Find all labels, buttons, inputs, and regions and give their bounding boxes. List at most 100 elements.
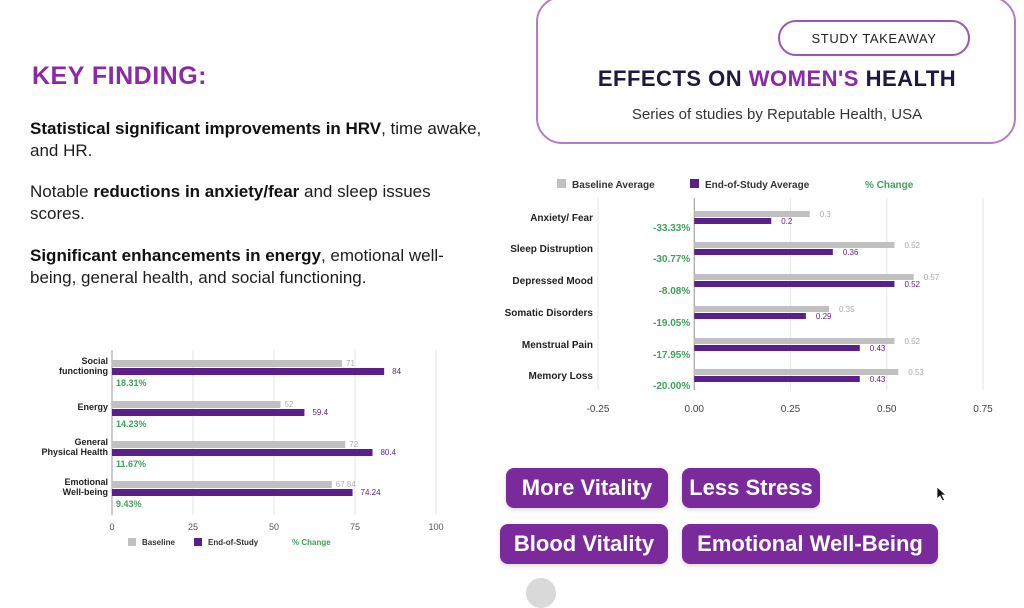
- legend-label-change: % Change: [865, 180, 914, 191]
- card-title-a: EFFECTS ON: [597, 66, 749, 91]
- legend-label-end-of-study-average: End-of-Study Average: [705, 180, 810, 191]
- bar-baseline: [112, 481, 332, 488]
- data-label-change: -17.95%: [653, 350, 690, 361]
- data-label-baseline: 72: [349, 440, 358, 449]
- study-takeaway-card: [536, 0, 1016, 144]
- finding-hrv: Statistical significant improvements in …: [30, 118, 490, 162]
- data-label-baseline: 0.57: [924, 273, 940, 282]
- finding-hrv-bold: Statistical significant improvements in …: [30, 119, 382, 138]
- y-tick-label: Somatic Disorders: [505, 308, 594, 319]
- bar-end-of-study-average: [694, 345, 860, 351]
- y-tick-label: Physical Health: [41, 447, 108, 457]
- y-tick-label: General: [74, 437, 108, 447]
- data-label-end-of-study: 0.36: [843, 248, 859, 257]
- data-label-change: -8.08%: [659, 286, 691, 297]
- x-tick-label: 75: [350, 522, 360, 532]
- legend-swatch-baseline: [128, 538, 136, 546]
- symptom-scores-chart: -0.25 0.00 0.25 0.50 0.75 0.3 0.2 -33.33% Anxiet…: [505, 179, 993, 415]
- x-tick-label: 50: [269, 522, 279, 532]
- data-label-end-of-study: 0.29: [816, 312, 832, 321]
- finding-anxiety-bold: reductions in anxiety/fear: [93, 182, 300, 201]
- x-tick-label: 0.25: [781, 404, 801, 415]
- bar-baseline-average: [694, 242, 895, 248]
- card-title-highlight: WOMEN'S: [748, 66, 859, 91]
- bar-end-of-study: [112, 449, 373, 456]
- data-label-change: -19.05%: [653, 318, 690, 329]
- data-label-end-of-study: 0.43: [870, 344, 886, 353]
- x-tick-label: 100: [428, 522, 443, 532]
- bar-end-of-study: [112, 409, 305, 416]
- blood-vitality-button[interactable]: Blood Vitality: [500, 524, 668, 564]
- data-label-baseline: 0.52: [904, 337, 920, 346]
- emotional-well-being-button[interactable]: Emotional Well-Being: [682, 524, 938, 564]
- data-label-baseline: 0.53: [908, 368, 924, 377]
- finding-energy: Significant enhancements in energy, emot…: [30, 245, 490, 289]
- y-tick-label: Sleep Distruption: [510, 244, 593, 255]
- data-label-baseline: 0.35: [839, 305, 855, 314]
- y-tick-label: Well-being: [63, 487, 108, 497]
- bar-baseline: [112, 401, 281, 408]
- scroll-indicator: [526, 578, 556, 608]
- y-tick-label: functioning: [59, 366, 108, 376]
- bar-end-of-study-average: [694, 281, 895, 287]
- legend-swatch-end-of-study-average: [690, 179, 699, 188]
- bar-baseline-average: [694, 338, 895, 344]
- bar-baseline-average: [694, 211, 810, 217]
- data-label-end-of-study: 0.52: [904, 280, 920, 289]
- finding-energy-bold: Significant enhancements in energy: [30, 246, 321, 265]
- y-tick-label: Emotional: [64, 477, 108, 487]
- bar-end-of-study-average: [694, 249, 833, 255]
- data-label-baseline: 0.52: [904, 241, 920, 250]
- data-label-end-of-study: 74.24: [361, 488, 382, 497]
- bar-baseline-average: [694, 369, 899, 375]
- data-label-change: 11.67%: [116, 459, 146, 469]
- x-tick-label: 0.50: [877, 404, 897, 415]
- x-tick-label: -0.25: [587, 404, 610, 415]
- finding-hrv-rest: , time awake, and HR.: [30, 119, 482, 160]
- data-label-change: -30.77%: [653, 254, 690, 265]
- y-tick-label: Social: [81, 356, 108, 366]
- bar-end-of-study-average: [694, 376, 860, 382]
- legend-label-end-of-study: End-of-Study: [208, 538, 259, 547]
- y-tick-label: Anxiety/ Fear: [530, 213, 593, 224]
- bar-end-of-study: [112, 368, 385, 375]
- more-vitality-button[interactable]: More Vitality: [506, 468, 668, 508]
- data-label-change: 14.23%: [116, 419, 147, 429]
- card-subtitle: Series of studies by Reputable Health, U…: [631, 106, 923, 123]
- y-tick-label: Energy: [77, 402, 108, 412]
- arrow-cursor-icon: [936, 486, 948, 502]
- bar-baseline-average: [694, 274, 914, 280]
- less-stress-button[interactable]: Less Stress: [682, 468, 820, 508]
- legend-swatch-end-of-study: [194, 538, 202, 546]
- x-tick-label: 25: [188, 522, 198, 532]
- y-tick-label: Depressed Mood: [512, 276, 593, 287]
- data-label-end-of-study: 80.4: [380, 448, 396, 457]
- finding-anxiety-rest: and sleep issues scores.: [30, 182, 431, 223]
- data-label-change: -33.33%: [653, 223, 690, 234]
- y-tick-label: Memory Loss: [529, 371, 594, 382]
- bar-end-of-study: [112, 489, 353, 496]
- card-title-c: HEALTH: [858, 66, 957, 91]
- study-takeaway-pill: STUDY TAKEAWAY: [778, 20, 970, 56]
- legend-swatch-baseline-average: [557, 179, 566, 188]
- data-label-end-of-study: 0.2: [781, 217, 793, 226]
- bar-baseline: [112, 360, 343, 367]
- bar-baseline: [112, 441, 346, 448]
- data-label-change: 18.31%: [116, 378, 147, 388]
- card-title: EFFECTS ON WOMEN'S HEALTH: [540, 66, 1014, 92]
- legend-label-baseline: Baseline: [142, 538, 175, 547]
- data-label-change: -20.00%: [653, 381, 690, 392]
- legend-label-baseline-average: Baseline Average: [572, 180, 655, 191]
- key-finding-title: KEY FINDING:: [32, 62, 207, 90]
- x-tick-label: 0: [109, 522, 114, 532]
- data-label-end-of-study: 0.43: [870, 375, 886, 384]
- data-label-baseline: 0.3: [820, 210, 832, 219]
- data-label-baseline: 67.84: [336, 480, 357, 489]
- data-label-change: 9.43%: [116, 499, 142, 509]
- bar-baseline-average: [694, 306, 829, 312]
- y-tick-label: Menstrual Pain: [522, 340, 593, 351]
- finding-energy-rest: , emotional well-being, general health, …: [30, 246, 444, 287]
- data-label-baseline: 71: [346, 359, 355, 368]
- finding-anxiety-pre: Notable: [30, 182, 94, 201]
